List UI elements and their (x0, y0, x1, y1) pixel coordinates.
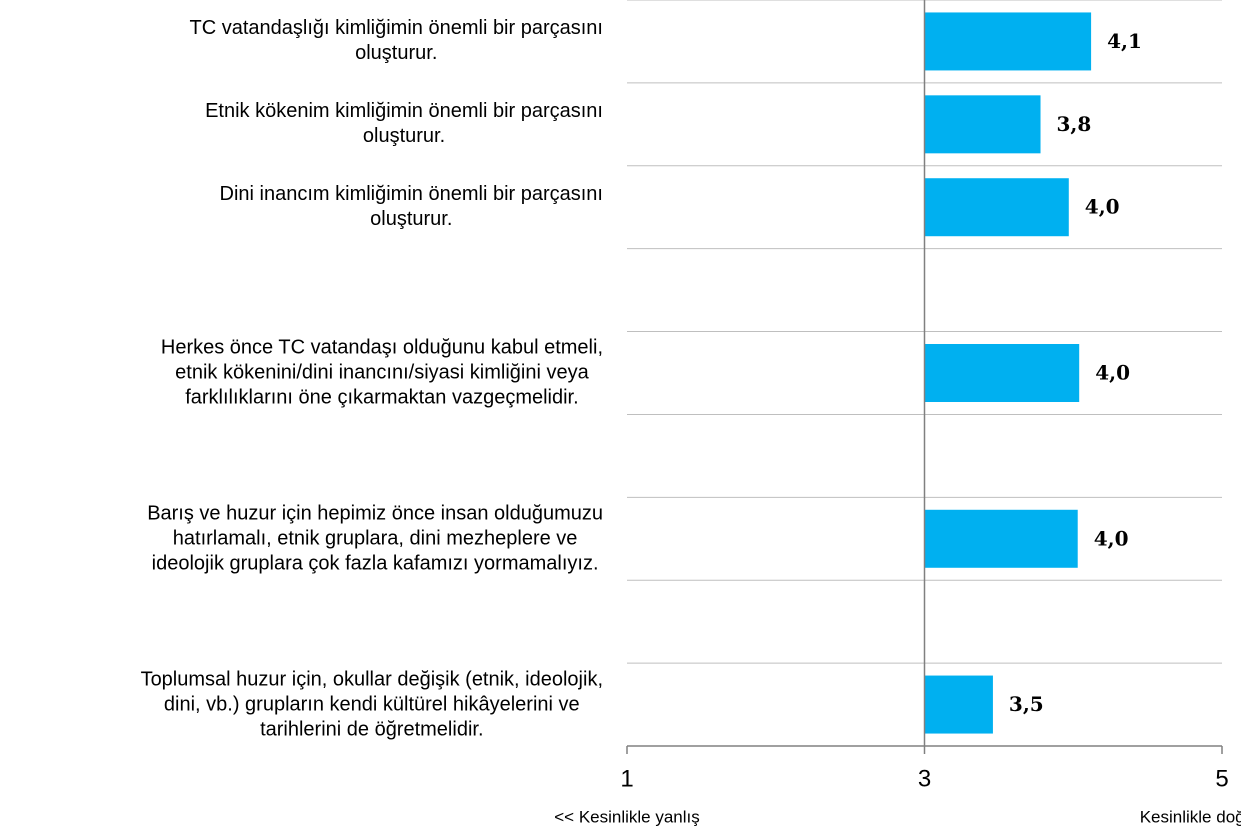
category-label: TC vatandaşlığı kimliğimin önemli bir pa… (189, 17, 604, 65)
value-label: 4,0 (1094, 526, 1129, 550)
x-axis-label-left: << Kesinlikle yanlış (554, 807, 700, 826)
value-label: 4,0 (1095, 361, 1130, 385)
value-label: 3,5 (1009, 692, 1044, 716)
value-label: 3,8 (1057, 112, 1092, 136)
value-label: 4,0 (1085, 195, 1120, 219)
value-label: 4,1 (1107, 29, 1142, 53)
category-label: Toplumsal huzur için, okullar değişik (e… (140, 668, 603, 741)
category-label: Etnik kökenim kimliğimin önemli bir parç… (205, 100, 603, 148)
bar (924, 675, 993, 734)
bar (924, 178, 1069, 237)
category-label: Barış ve huzur için hepimiz önce insan o… (147, 502, 603, 575)
category-label: Herkes önce TC vatandaşı olduğunu kabul … (160, 336, 603, 409)
bar (924, 95, 1041, 154)
x-tick-label: 1 (620, 765, 633, 792)
bar (924, 509, 1078, 568)
x-tick-label: 3 (918, 765, 931, 792)
category-label: Dini inancım kimliğimin önemli bir parça… (219, 183, 603, 231)
x-axis-label-right: Kesinlikle doğru >> (1140, 807, 1241, 826)
bar (924, 12, 1092, 71)
x-tick-label: 5 (1215, 765, 1228, 792)
bar (924, 344, 1080, 402)
